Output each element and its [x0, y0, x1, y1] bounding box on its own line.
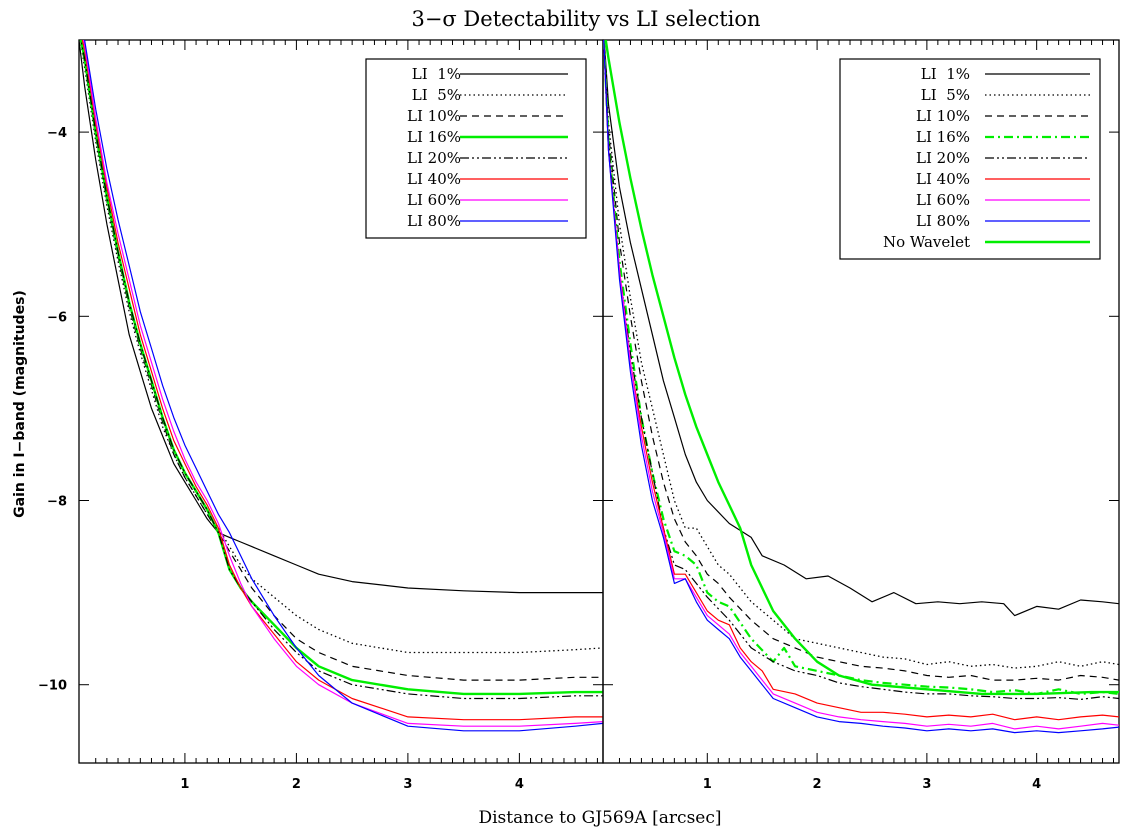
legend-label: LI 20%	[407, 149, 461, 167]
series-line-li-20-	[603, 40, 1119, 701]
legend-box	[839, 58, 1101, 260]
legend-label: LI 10%	[916, 107, 970, 125]
series-line-li-60-	[82, 40, 603, 727]
x-tick-label: 3	[922, 777, 931, 792]
chart-title: 3−σ Detectability vs LI selection	[411, 7, 760, 31]
legend-label: LI 40%	[407, 170, 461, 188]
legend-label: LI 16%	[407, 128, 461, 146]
legend-label: LI 20%	[916, 149, 970, 167]
legend-label: LI 5%	[412, 86, 461, 104]
series-line-li-10-	[603, 40, 1119, 681]
legend-label: No Wavelet	[883, 233, 970, 251]
series-line-li-40-	[603, 40, 1119, 721]
legend-label: LI 60%	[916, 191, 970, 209]
legend-label: LI 80%	[407, 212, 461, 230]
x-tick-label: 2	[813, 777, 822, 792]
x-tick-label: 4	[515, 777, 524, 792]
series-group	[603, 40, 1119, 734]
x-tick-label: 2	[292, 777, 301, 792]
series-line-li-80-	[83, 40, 603, 732]
y-axis-label: Gain in I−band (magnitudes)	[12, 290, 28, 518]
series-line-li-1-	[603, 40, 1119, 617]
series-line-li-60-	[603, 40, 1119, 730]
x-axis-label: Distance to GJ569A [arcsec]	[478, 808, 721, 828]
legend-label: LI 10%	[407, 107, 461, 125]
legend-left: LI 1% LI 5% LI 10% LI 16% LI 20% LI 40% LI 60%…	[365, 58, 587, 239]
series-line-li-20-	[80, 40, 603, 700]
x-tick-label: 1	[180, 777, 189, 792]
y-tick-label: −8	[47, 495, 67, 510]
y-tick-label: −4	[47, 126, 67, 141]
panel-left: 1 2 3 4 −4 −6 −8 −10 LI 1% LI 5% LI 10% LI 16% LI 20…	[38, 39, 604, 792]
legend-label: LI 80%	[916, 212, 970, 230]
x-tick-label: 4	[1032, 777, 1041, 792]
series-group	[79, 40, 603, 732]
x-tick-label: 1	[703, 777, 712, 792]
series-line-li-40-	[81, 40, 603, 721]
legend-label: LI 1%	[412, 65, 461, 83]
series-line-li-80-	[603, 40, 1119, 734]
legend-label: LI 1%	[921, 65, 970, 83]
legend-label: LI 5%	[921, 86, 970, 104]
y-tick-label: −10	[38, 679, 67, 694]
series-line-no-wavelet	[604, 40, 1119, 696]
legend-label: LI 16%	[916, 128, 970, 146]
legend-right: LI 1% LI 5% LI 10% LI 16% LI 20% LI 40% LI 60%…	[839, 58, 1101, 260]
x-tick-label: 3	[403, 777, 412, 792]
legend-label: LI 60%	[407, 191, 461, 209]
legend-box	[365, 58, 587, 239]
panel-right: 1 2 3 4LI 1%LI 5%LI 10%LI 16%LI 20%LI 40%LI…	[602, 39, 1120, 792]
series-line-li-1-	[79, 40, 603, 594]
legend-label: LI 40%	[916, 170, 970, 188]
y-tick-label: −6	[47, 310, 67, 325]
